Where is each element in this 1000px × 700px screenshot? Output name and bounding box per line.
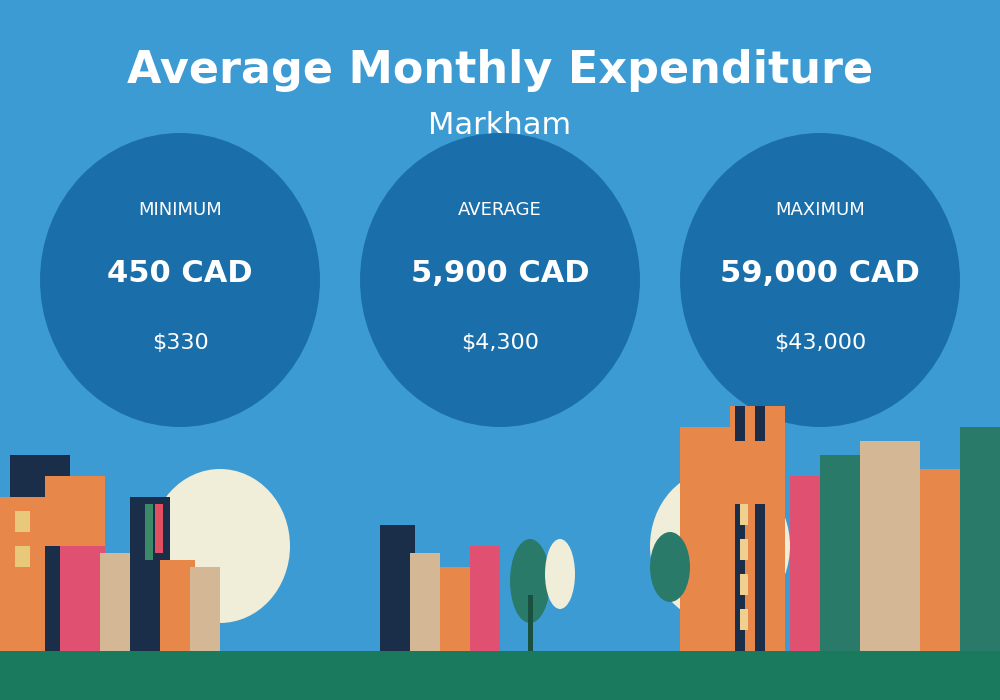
Bar xyxy=(440,567,475,651)
Text: $330: $330 xyxy=(152,333,208,353)
Bar xyxy=(190,567,220,651)
Bar xyxy=(470,546,500,651)
Ellipse shape xyxy=(680,133,960,427)
Text: $4,300: $4,300 xyxy=(461,333,539,353)
Bar xyxy=(755,406,765,651)
Bar xyxy=(0,497,45,651)
Bar xyxy=(15,511,30,532)
Text: AVERAGE: AVERAGE xyxy=(458,201,542,219)
Text: 450 CAD: 450 CAD xyxy=(107,258,253,288)
Ellipse shape xyxy=(650,469,790,623)
Bar xyxy=(15,546,30,567)
Text: 5,900 CAD: 5,900 CAD xyxy=(411,258,589,288)
Bar xyxy=(860,441,920,651)
Text: Markham: Markham xyxy=(428,111,572,141)
Bar xyxy=(740,609,748,630)
Bar xyxy=(155,504,163,553)
Text: $43,000: $43,000 xyxy=(774,333,866,353)
Bar xyxy=(740,504,748,525)
Ellipse shape xyxy=(150,469,290,623)
Bar xyxy=(740,539,748,560)
Ellipse shape xyxy=(545,539,575,609)
Bar xyxy=(130,497,170,651)
Ellipse shape xyxy=(40,133,320,427)
Bar xyxy=(730,406,785,651)
Text: MAXIMUM: MAXIMUM xyxy=(775,201,865,219)
Bar xyxy=(960,427,1000,651)
Text: 🇨🇦: 🇨🇦 xyxy=(477,170,523,208)
Ellipse shape xyxy=(360,133,640,427)
Text: Average Monthly Expenditure: Average Monthly Expenditure xyxy=(127,48,873,92)
Bar xyxy=(920,469,960,651)
Bar xyxy=(790,476,825,651)
Ellipse shape xyxy=(650,532,690,602)
Text: 59,000 CAD: 59,000 CAD xyxy=(720,258,920,288)
Bar xyxy=(380,525,415,651)
Bar xyxy=(10,455,70,651)
Bar xyxy=(410,553,440,651)
Bar xyxy=(740,574,748,595)
Bar xyxy=(820,455,860,651)
Bar xyxy=(0,651,1000,700)
Bar xyxy=(145,504,153,560)
Bar xyxy=(160,560,195,651)
Bar xyxy=(730,441,780,504)
Bar xyxy=(60,532,105,651)
Bar xyxy=(735,406,745,651)
Text: MINIMUM: MINIMUM xyxy=(138,201,222,219)
Bar xyxy=(740,469,748,490)
Bar xyxy=(45,476,105,546)
Ellipse shape xyxy=(510,539,550,623)
Bar xyxy=(680,427,730,651)
Bar xyxy=(100,553,140,651)
Bar xyxy=(528,595,533,651)
